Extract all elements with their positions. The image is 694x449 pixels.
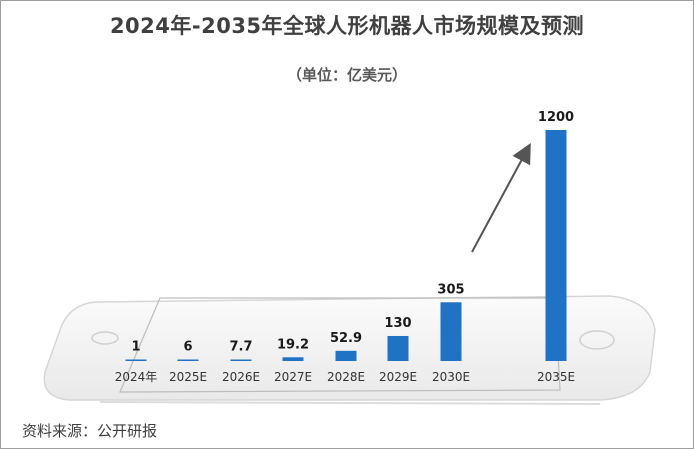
bar-2025E xyxy=(177,359,199,361)
value-label-2029E: 130 xyxy=(384,316,411,331)
bar-2027E xyxy=(282,357,304,361)
value-label-2026E: 7.7 xyxy=(229,340,252,355)
bar-2029E xyxy=(387,335,409,361)
value-label-2027E: 19.2 xyxy=(277,337,309,352)
bar-2026E xyxy=(230,359,252,361)
phone-illustration xyxy=(43,295,656,405)
category-label-2024年: 2024年 xyxy=(115,370,158,384)
bar-2024年 xyxy=(125,359,147,361)
trend-arrow xyxy=(471,142,531,253)
category-label-2027E: 2027E xyxy=(274,370,312,384)
value-label-2030E: 305 xyxy=(437,282,464,297)
category-label-2028E: 2028E xyxy=(327,370,365,384)
bars-group: 1 2024年 6 2025E 7.7 2026E 19.2 2027E 52.9 2028E 13… xyxy=(115,110,575,384)
bar-2028E xyxy=(335,350,357,361)
chart-subtitle: （单位：亿美元） xyxy=(286,66,407,84)
source-note: 资料来源：公开研报 xyxy=(22,422,158,440)
category-label-2025E: 2025E xyxy=(169,370,207,384)
category-label-2035E: 2035E xyxy=(537,370,575,384)
bar-2035E xyxy=(545,130,567,361)
value-label-2028E: 52.9 xyxy=(330,331,362,346)
category-label-2026E: 2026E xyxy=(222,370,260,384)
bar-2030E xyxy=(440,302,462,361)
value-label-2035E: 1200 xyxy=(538,110,574,125)
category-label-2029E: 2029E xyxy=(379,370,417,384)
value-label-2024年: 1 xyxy=(131,340,140,355)
category-label-2030E: 2030E xyxy=(432,370,470,384)
chart-title: 2024年-2035年全球人形机器人市场规模及预测 xyxy=(109,14,585,38)
value-label-2025E: 6 xyxy=(183,340,192,355)
